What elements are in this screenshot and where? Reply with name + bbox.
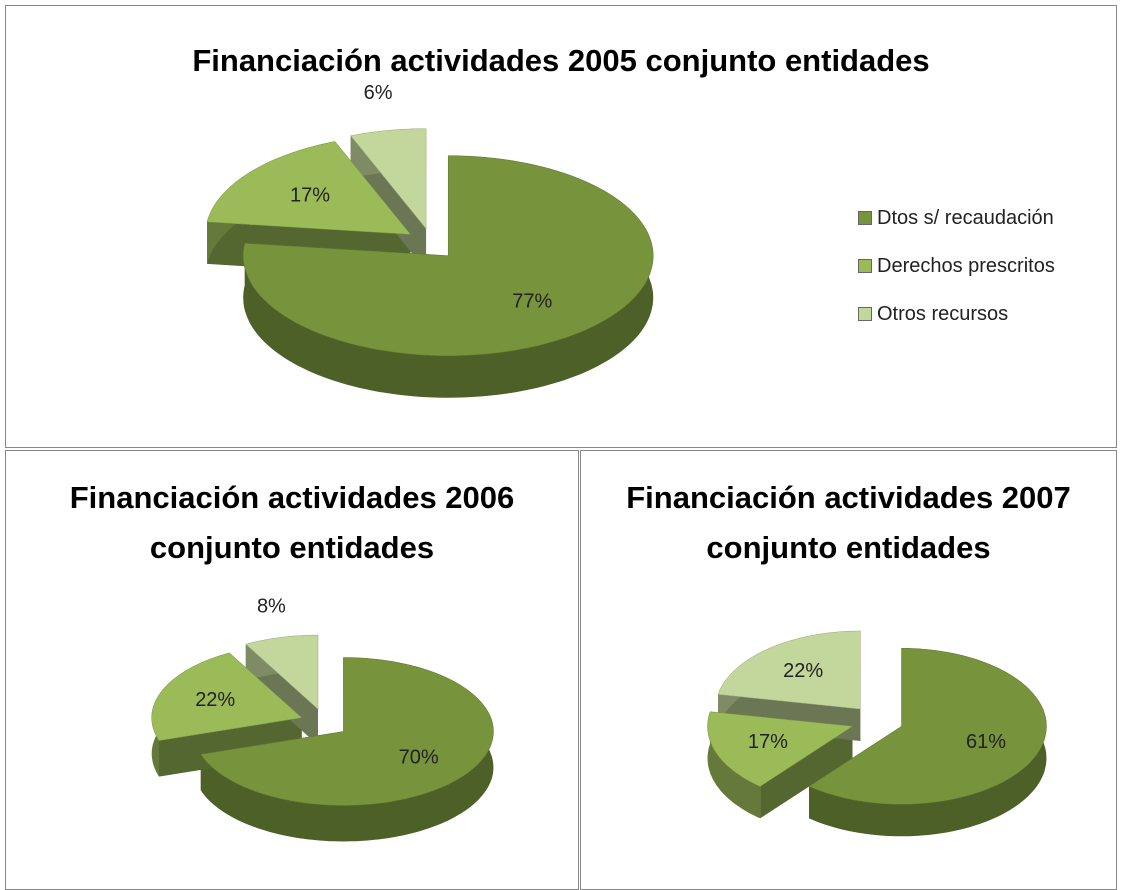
chart: 70% 22% 8% [151,596,494,842]
chart-panel: Financiación actividades 2007 conjunto e… [580,450,1117,890]
data-label: 61% [966,731,1006,753]
chart: 77% 17% 6% [206,82,654,398]
slice [717,630,861,710]
legend-item: Dtos s/ recaudación [858,194,1055,242]
slice-side [159,717,302,777]
slice-side [707,711,761,819]
slice [206,141,412,235]
data-label: 22% [195,689,235,711]
data-label: 77% [512,290,552,312]
slice [245,634,319,710]
chart-panel: Financiación actividades 2005 conjunto e… [5,5,1117,448]
legend-label: Dtos s/ recaudación [877,206,1054,229]
chart-title: Financiación actividades 2007 conjunto e… [626,480,1071,565]
chart-title: Financiación actividades 2006 conjunto e… [69,480,515,565]
legend: Dtos s/ recaudación Derechos prescritos Ot… [858,194,1055,338]
slice [808,648,1047,805]
data-label: 22% [783,660,823,682]
legend-item: Otros recursos [858,290,1055,338]
chart: 61% 17% 22% [707,630,1047,837]
legend-swatch [858,259,872,273]
chart-panel: Financiación actividades 2006 conjunto e… [5,450,579,890]
legend-swatch [858,307,872,321]
data-label: 17% [748,731,788,753]
slice [151,652,303,741]
legend-label: Otros recursos [877,302,1009,325]
legend-swatch [858,211,872,225]
chart-title: Financiación actividades 2005 conjunto e… [192,43,930,78]
legend-item: Derechos prescritos [858,242,1055,290]
data-label: 6% [364,82,393,104]
slice [707,711,854,787]
slice [200,657,494,806]
data-label: 17% [290,185,330,207]
slice [242,155,654,356]
data-label: 70% [399,747,439,769]
legend-label: Derechos prescritos [877,254,1055,277]
slice [350,128,427,230]
data-label: 8% [257,596,286,618]
